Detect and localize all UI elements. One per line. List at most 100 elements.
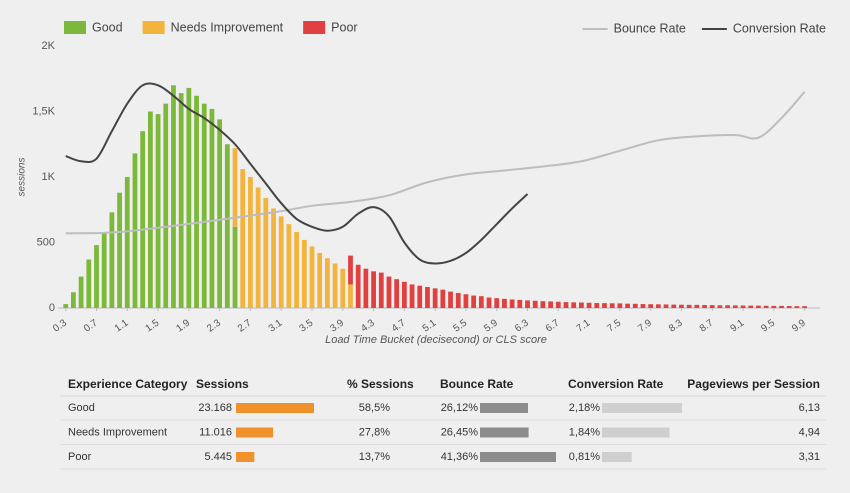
bar <box>702 304 707 308</box>
bar <box>625 303 630 308</box>
table-cell: 5.445 <box>204 451 232 463</box>
bar <box>363 268 369 308</box>
table-cell: 27,8% <box>359 426 390 438</box>
bar <box>425 287 430 308</box>
bar <box>640 304 646 308</box>
bar <box>286 224 292 308</box>
bar <box>579 302 584 308</box>
table-bar <box>480 452 556 462</box>
bar <box>78 276 84 308</box>
x-axis-label: Load Time Bucket (decisecond) or CLS sco… <box>325 334 547 346</box>
table-cell: 3,31 <box>799 451 820 463</box>
bar <box>163 103 169 308</box>
bar <box>732 305 738 308</box>
bar <box>240 169 246 308</box>
bar <box>717 305 723 308</box>
bar <box>532 300 538 308</box>
bar <box>109 212 115 308</box>
bar <box>548 301 553 308</box>
table-header: Sessions <box>196 377 249 391</box>
table-cell: Needs Improvement <box>68 426 167 438</box>
bar <box>371 271 376 308</box>
bar <box>740 305 746 308</box>
table-cell: 23.168 <box>198 402 232 414</box>
bar <box>340 268 346 308</box>
bar <box>655 304 661 308</box>
bar <box>101 232 107 308</box>
bar <box>232 148 238 227</box>
bar <box>686 304 692 308</box>
bar <box>348 284 353 308</box>
bar <box>224 144 230 308</box>
table-header: % Sessions <box>347 377 414 391</box>
bar <box>432 288 438 308</box>
bar <box>232 226 238 308</box>
bar <box>571 302 577 308</box>
bar <box>763 305 769 308</box>
bar <box>386 276 392 308</box>
bar <box>394 279 400 308</box>
bar <box>263 197 269 308</box>
bar <box>494 298 500 308</box>
bar <box>586 302 592 308</box>
bar <box>786 306 792 308</box>
bar <box>563 302 569 308</box>
y-tick-label: 0 <box>49 302 55 314</box>
bar <box>348 255 353 285</box>
bar <box>332 263 338 308</box>
bar <box>517 299 523 308</box>
bar <box>417 285 423 308</box>
bar <box>794 306 800 308</box>
bar <box>486 297 492 308</box>
bar <box>201 103 207 308</box>
table-bar <box>236 452 255 462</box>
table-bar <box>602 427 670 438</box>
bar <box>679 304 684 308</box>
y-tick-label: 2K <box>42 40 56 52</box>
bar <box>63 304 69 308</box>
table-header: Experience Category <box>68 377 188 391</box>
table-cell: Poor <box>68 451 92 463</box>
bar <box>317 252 323 308</box>
bar <box>217 119 223 308</box>
legend-label: Needs Improvement <box>171 20 284 34</box>
table-cell: 4,94 <box>799 426 820 438</box>
bar <box>771 305 777 308</box>
y-tick-label: 1K <box>42 171 56 183</box>
bar <box>455 292 461 308</box>
table-cell: 58,5% <box>359 402 390 414</box>
bar <box>617 303 623 308</box>
bar <box>117 192 122 308</box>
table-header: Conversion Rate <box>568 377 664 391</box>
legend-label: Conversion Rate <box>733 21 826 35</box>
bar <box>509 299 515 308</box>
bar <box>725 305 731 308</box>
table-bar <box>602 452 632 462</box>
bar <box>355 264 361 308</box>
bar <box>694 304 700 308</box>
bar <box>555 301 561 308</box>
bar <box>94 245 99 308</box>
bar <box>209 108 215 308</box>
legend-swatch <box>303 21 326 34</box>
legend-label: Poor <box>331 20 357 34</box>
bar <box>186 87 192 308</box>
bar <box>671 304 677 308</box>
bar <box>155 114 161 309</box>
bar <box>748 305 754 308</box>
table-header: Pageviews per Session <box>687 377 820 391</box>
table-cell: 2,18% <box>569 402 600 414</box>
table-bar <box>480 403 528 413</box>
bar <box>440 289 446 308</box>
bar <box>594 303 600 308</box>
bar <box>271 208 276 308</box>
legend-label: Good <box>92 20 123 34</box>
table-cell: 1,84% <box>569 426 600 438</box>
table-header: Bounce Rate <box>440 377 514 391</box>
bar <box>502 298 507 308</box>
table-cell: 13,7% <box>359 451 390 463</box>
table-cell: 41,36% <box>441 451 479 463</box>
table-bar <box>480 427 529 438</box>
bar <box>248 177 253 308</box>
table-bar <box>236 427 274 438</box>
